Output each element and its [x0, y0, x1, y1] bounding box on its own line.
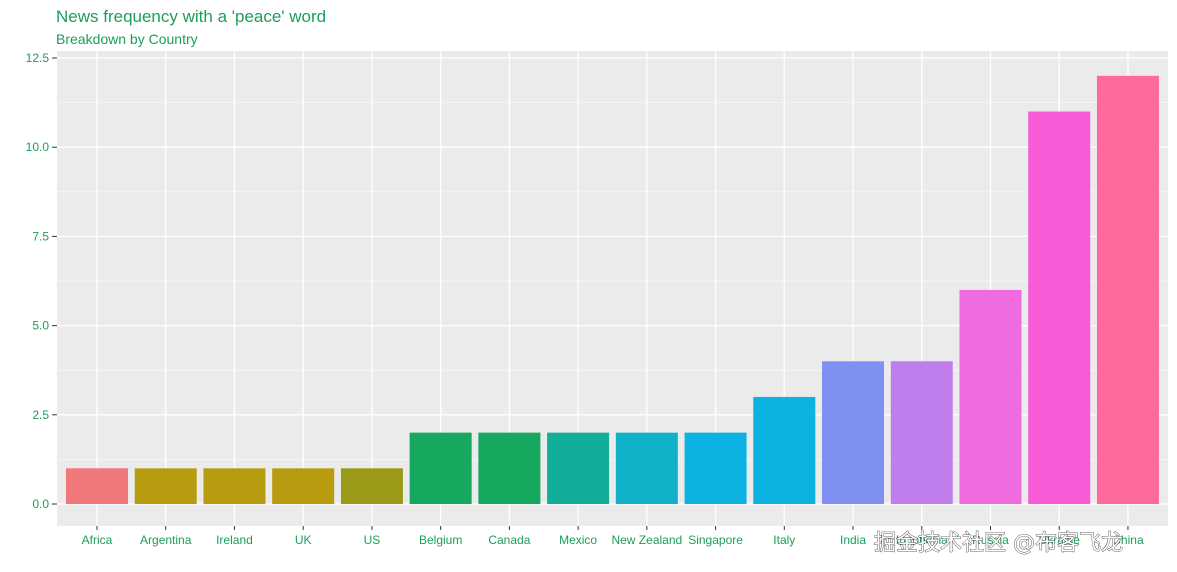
y-tick-label: 5.0 — [32, 319, 49, 333]
x-tick-label: Russia — [972, 533, 1009, 547]
bar — [66, 468, 128, 504]
chart-subtitle: Breakdown by Country — [56, 31, 198, 47]
bar — [753, 396, 816, 504]
x-tick-label: Ukraine — [1039, 533, 1081, 547]
x-axis: Africa Argentina Ireland UK US Belgium Canada M… — [82, 526, 1144, 547]
x-tick-label: UK — [295, 533, 312, 547]
bar — [409, 432, 472, 504]
bar — [272, 468, 335, 504]
x-tick-label: Ireland — [216, 533, 253, 547]
bar — [203, 468, 266, 504]
bar — [1028, 111, 1091, 505]
bar — [615, 432, 678, 504]
x-tick-label: Argentina — [140, 533, 192, 547]
y-tick-label: 2.5 — [32, 408, 49, 422]
bar — [959, 289, 1022, 504]
bar — [1096, 75, 1159, 504]
y-tick-label: 12.5 — [26, 51, 50, 65]
bar — [134, 468, 197, 504]
bar — [822, 361, 885, 504]
chart-title: News frequency with a 'peace' word — [56, 7, 326, 26]
x-tick-label: Belgium — [419, 533, 462, 547]
x-tick-label: Africa — [82, 533, 113, 547]
x-tick-label: Singapore — [688, 533, 743, 547]
bar — [340, 468, 403, 504]
x-tick-label: China — [1112, 533, 1144, 547]
x-tick-label: Mexico — [559, 533, 597, 547]
bars — [66, 75, 1159, 505]
y-tick-label: 10.0 — [26, 140, 50, 154]
bar — [478, 432, 541, 504]
y-tick-label: 0.0 — [32, 497, 49, 511]
x-tick-label: New Zealand — [611, 533, 682, 547]
bar — [684, 432, 747, 504]
y-tick-label: 7.5 — [32, 229, 49, 243]
x-tick-label: India — [840, 533, 866, 547]
x-tick-label: US — [364, 533, 381, 547]
bar — [547, 432, 610, 504]
watermark-text: 掘金技术社区 @布客飞龙 — [874, 531, 1123, 556]
x-tick-label: Indonesia — [896, 533, 948, 547]
bar — [890, 361, 953, 504]
x-tick-label: Italy — [773, 533, 795, 547]
y-axis: 0.0 2.5 5.0 7.5 10.0 12.5 — [26, 51, 57, 511]
x-tick-label: Canada — [488, 533, 530, 547]
